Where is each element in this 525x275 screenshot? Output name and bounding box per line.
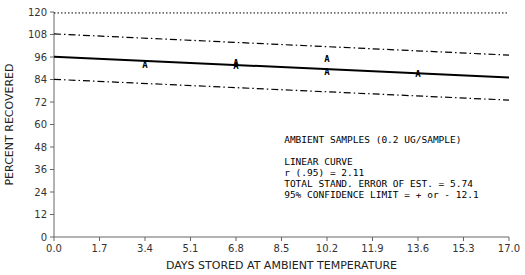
x-axis-label: DAYS STORED AT AMBIENT TEMPERATURE <box>166 259 397 272</box>
data-point: A <box>415 69 421 79</box>
data-point: A <box>142 60 148 70</box>
x-tick <box>54 237 55 241</box>
x-tick <box>190 237 191 241</box>
y-tick-label: 24 <box>34 187 47 198</box>
y-tick-label: 108 <box>28 29 47 40</box>
x-tick <box>418 237 419 241</box>
data-point: A <box>233 61 239 71</box>
data-point: A <box>324 67 330 77</box>
data-point: A <box>324 54 330 64</box>
x-tick <box>236 237 237 241</box>
x-tick <box>509 237 510 241</box>
x-tick-label: 11.9 <box>361 243 383 254</box>
x-tick-label: 5.1 <box>183 243 199 254</box>
x-tick-label: 10.2 <box>316 243 338 254</box>
y-tick-label: 12 <box>34 209 47 220</box>
x-tick <box>281 237 282 241</box>
y-tick <box>50 124 54 125</box>
x-tick-label: 1.7 <box>92 243 108 254</box>
y-tick-label: 72 <box>34 97 47 108</box>
axes: 0.0 1.7 3.4 5.1 6.8 8.5 10.2 11.9 13.6 15.3 17.0 0 1… <box>28 7 520 255</box>
y-tick-label: 36 <box>34 164 47 175</box>
y-tick <box>50 147 54 148</box>
x-tick-label: 17.0 <box>498 243 520 254</box>
x-tick-label: 6.8 <box>228 243 244 254</box>
y-tick <box>50 192 54 193</box>
y-tick <box>50 214 54 215</box>
x-tick <box>463 237 464 241</box>
y-axis-label: PERCENT RECOVERED <box>3 63 16 185</box>
x-tick-label: 8.5 <box>274 243 290 254</box>
y-tick <box>50 237 54 238</box>
line <box>54 79 509 100</box>
line <box>54 57 509 78</box>
x-tick-label: 15.3 <box>452 243 474 254</box>
line <box>54 12 509 13</box>
y-tick <box>50 12 54 13</box>
y-tick-label: 48 <box>34 142 47 153</box>
plot-area: AAAAAA <box>54 13 509 100</box>
y-tick <box>50 57 54 58</box>
y-tick-label: 0 <box>41 232 47 243</box>
y-tick <box>50 169 54 170</box>
y-tick <box>50 34 54 35</box>
x-tick <box>372 237 373 241</box>
y-tick-label: 60 <box>34 119 47 130</box>
x-tick-label: 0.0 <box>46 243 62 254</box>
chart: 0.0 1.7 3.4 5.1 6.8 8.5 10.2 11.9 13.6 15.3 17.0 0 1… <box>0 0 525 275</box>
line <box>54 34 509 55</box>
x-tick <box>327 237 328 241</box>
y-tick-label: 96 <box>34 52 47 63</box>
y-tick <box>50 102 54 103</box>
x-tick-label: 3.4 <box>137 243 153 254</box>
x-tick <box>99 237 100 241</box>
y-tick <box>50 79 54 80</box>
y-tick-label: 120 <box>28 7 47 18</box>
x-tick <box>145 237 146 241</box>
y-tick-label: 84 <box>34 74 47 85</box>
x-tick-label: 13.6 <box>407 243 429 254</box>
annotation: AMBIENT SAMPLES (0.2 UG/SAMPLE) LINEAR C… <box>284 134 479 200</box>
